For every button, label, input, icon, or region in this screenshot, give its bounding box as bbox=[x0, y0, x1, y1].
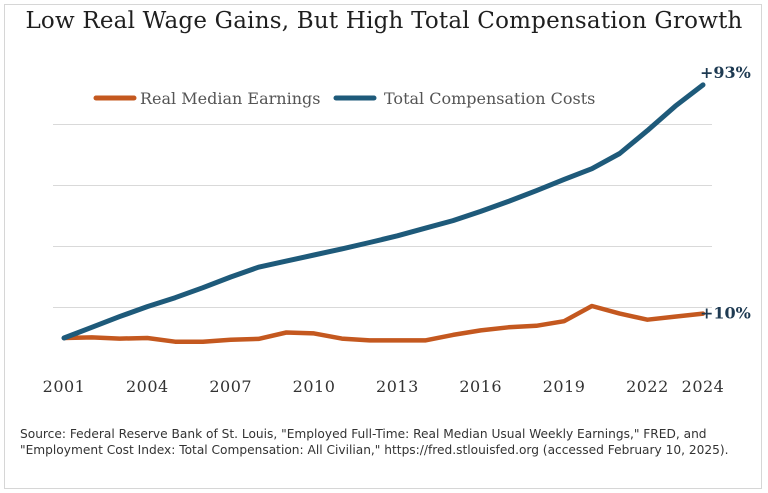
x-tick-2001: 2001 bbox=[43, 377, 86, 396]
x-axis-ticks: 2001 2004 2007 2010 2013 2016 2019 2022 2024 bbox=[43, 377, 725, 396]
chart-title: Low Real Wage Gains, But High Total Comp… bbox=[25, 8, 743, 34]
legend: Real Median Earnings Total Compensation C… bbox=[93, 89, 595, 108]
x-tick-2013: 2013 bbox=[376, 377, 419, 396]
series-line-0 bbox=[61, 303, 706, 344]
series-line-1 bbox=[61, 82, 706, 341]
series-lines bbox=[61, 82, 706, 344]
end-labels: +10% +93% bbox=[700, 63, 751, 323]
legend-label-1: Total Compensation Costs bbox=[384, 89, 595, 108]
x-tick-2019: 2019 bbox=[543, 377, 586, 396]
end-label-0: +10% bbox=[700, 304, 751, 323]
x-tick-2022: 2022 bbox=[626, 377, 669, 396]
x-tick-2010: 2010 bbox=[293, 377, 336, 396]
x-tick-2004: 2004 bbox=[126, 377, 169, 396]
end-label-1: +93% bbox=[700, 63, 751, 82]
legend-label-0: Real Median Earnings bbox=[140, 89, 320, 108]
x-tick-2024: 2024 bbox=[682, 377, 725, 396]
x-tick-2007: 2007 bbox=[209, 377, 252, 396]
source-note: Source: Federal Reserve Bank of St. Loui… bbox=[20, 427, 729, 457]
x-tick-2016: 2016 bbox=[459, 377, 502, 396]
gridlines bbox=[53, 124, 712, 308]
